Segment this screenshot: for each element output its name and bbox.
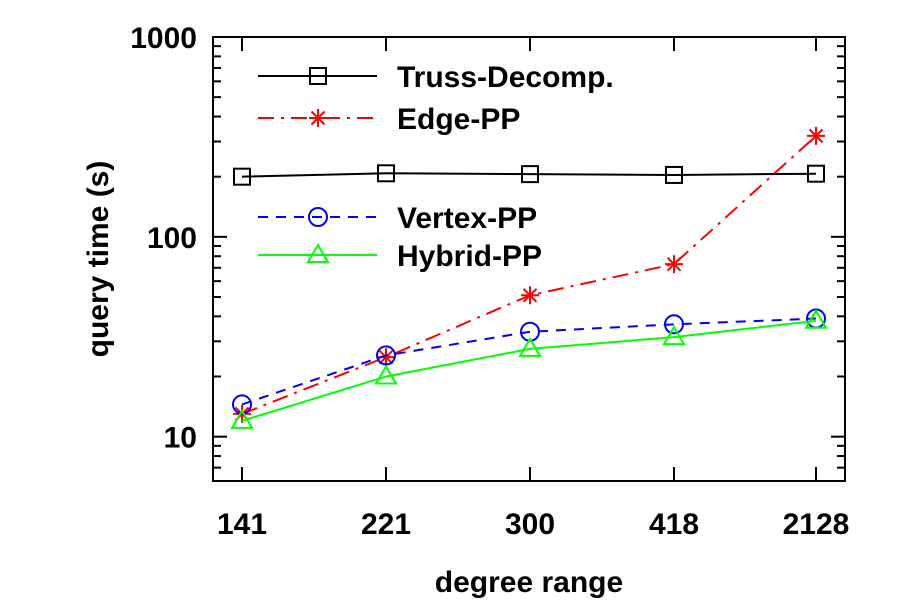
star-stroke xyxy=(378,349,394,365)
legend-label: Vertex-PP xyxy=(397,202,537,235)
legend-label: Edge-PP xyxy=(397,103,520,136)
data-point-hybrid-pp xyxy=(804,308,828,329)
data-point-edge-pp xyxy=(665,255,683,274)
x-tick-label: 141 xyxy=(217,508,267,541)
legend-marker xyxy=(308,207,328,227)
x-tick-label: 418 xyxy=(649,508,699,541)
legend-entry-hybrid-pp: Hybrid-PP xyxy=(258,240,542,273)
legend-label: Hybrid-PP xyxy=(397,240,542,273)
series-edge-pp xyxy=(233,126,825,423)
y-axis-title: query time (s) xyxy=(82,161,115,358)
series-hybrid-pp xyxy=(230,308,828,429)
data-point-hybrid-pp xyxy=(518,336,542,357)
series-line-truss-decomp xyxy=(241,172,817,178)
series-truss-decomp xyxy=(233,164,825,186)
legend-marker xyxy=(306,243,330,263)
series-line-vertex-pp xyxy=(241,317,817,406)
data-point-truss-decomp xyxy=(665,165,683,184)
legend-entry-truss-decomp: Truss-Decomp. xyxy=(258,61,614,94)
x-tick-label: 2128 xyxy=(783,508,850,541)
data-point-truss-decomp xyxy=(521,165,539,184)
data-point-vertex-pp xyxy=(232,394,252,415)
legend-entry-vertex-pp: Vertex-PP xyxy=(258,202,537,235)
star-stroke xyxy=(310,110,326,126)
series-line-edge-pp xyxy=(241,135,817,415)
data-point-truss-decomp xyxy=(807,164,825,183)
x-axis-title: degree range xyxy=(435,566,623,599)
data-point-truss-decomp xyxy=(233,167,251,186)
star-stroke xyxy=(522,288,538,303)
legend-label: Truss-Decomp. xyxy=(397,61,614,94)
data-point-hybrid-pp xyxy=(230,408,254,429)
legend-marker xyxy=(309,109,327,127)
data-point-hybrid-pp xyxy=(662,325,686,346)
y-tick-label: 100 xyxy=(147,222,197,255)
x-tick-label: 221 xyxy=(361,508,411,541)
star-stroke xyxy=(666,256,682,272)
legend-entry-edge-pp: Edge-PP xyxy=(258,103,520,136)
legend-marker xyxy=(309,67,327,85)
star-stroke xyxy=(808,128,824,144)
data-point-hybrid-pp xyxy=(374,364,398,385)
data-point-vertex-pp xyxy=(664,314,684,335)
data-point-truss-decomp xyxy=(377,164,395,183)
data-point-edge-pp xyxy=(807,126,825,145)
x-tick-label: 300 xyxy=(505,508,555,541)
series-vertex-pp xyxy=(232,308,826,415)
y-tick-label: 1000 xyxy=(130,22,197,55)
series-line-hybrid-pp xyxy=(241,319,817,422)
data-point-edge-pp xyxy=(521,286,539,305)
y-tick-label: 10 xyxy=(164,422,197,455)
data-point-vertex-pp xyxy=(376,345,396,366)
